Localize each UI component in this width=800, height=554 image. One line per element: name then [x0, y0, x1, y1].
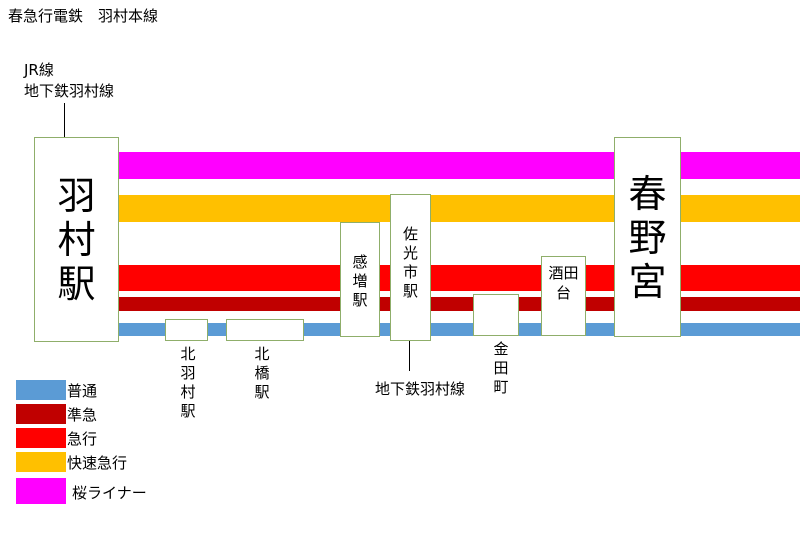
diagram-title: 春急行電鉄 羽村本線: [8, 7, 159, 25]
band-rapid-express: [118, 195, 800, 222]
legend-swatch-express: [16, 428, 66, 448]
station-kanzo-label: 感増駅: [352, 253, 368, 309]
legend-label-express: 急行: [67, 430, 98, 448]
station-sako-label: 佐光市駅: [402, 225, 418, 300]
band-sakura-liner: [118, 152, 800, 179]
connection-subway-hamura: 地下鉄羽村線: [24, 82, 115, 100]
legend-label-local: 普通: [67, 382, 98, 400]
connection-subway-sako: 地下鉄羽村線: [375, 380, 466, 398]
legend-label-semi-express: 準急: [67, 406, 98, 424]
connection-jr: JR線: [24, 61, 54, 79]
station-kaneda[interactable]: [473, 294, 519, 336]
band-semi-express: [118, 297, 800, 311]
legend-swatch-rapid-express: [16, 452, 66, 472]
station-hamura-label: 羽村駅: [57, 174, 96, 306]
station-kitahashi-label: 北橋駅: [254, 345, 270, 401]
legend-swatch-semi-express: [16, 404, 66, 424]
station-kanzo[interactable]: 感増駅: [340, 222, 380, 337]
legend-label-rapid-express: 快速急行: [67, 454, 128, 472]
band-express: [118, 265, 800, 291]
station-kitahamura[interactable]: [165, 319, 208, 341]
legend-label-sakura-liner: 桜ライナー: [72, 484, 147, 502]
connection-callout-line-hamura: [64, 103, 65, 137]
station-sakata-label-bottom: 台: [555, 284, 571, 302]
station-sakata[interactable]: 酒田 台: [541, 256, 586, 336]
station-kitahamura-label: 北羽村駅: [180, 345, 196, 420]
station-sako[interactable]: 佐光市駅: [390, 194, 431, 341]
station-kaneda-label: 金田町: [493, 340, 509, 396]
legend-swatch-local: [16, 380, 66, 400]
station-hamura[interactable]: 羽村駅: [34, 137, 119, 342]
legend-swatch-sakura-liner: [16, 478, 66, 504]
station-harunomiya-label: 春野宮: [628, 172, 667, 304]
band-local: [118, 323, 800, 336]
station-kitahashi[interactable]: [226, 319, 304, 341]
station-sakata-label-top: 酒田: [548, 264, 579, 282]
connection-callout-line-sako: [409, 341, 410, 371]
station-harunomiya[interactable]: 春野宮: [614, 137, 681, 337]
